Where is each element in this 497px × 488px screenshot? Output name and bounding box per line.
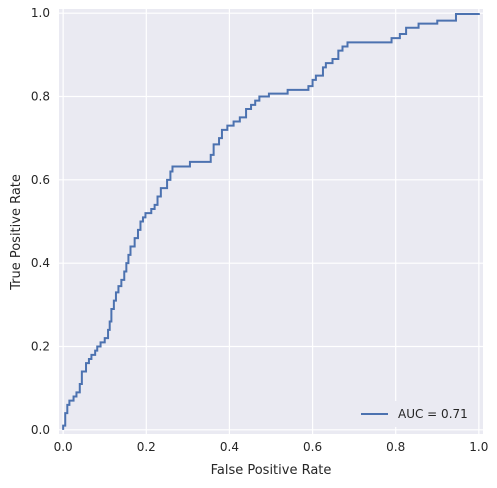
legend-label: AUC = 0.71 xyxy=(398,407,468,421)
x-tick-label: 0.6 xyxy=(303,440,322,454)
y-axis-ticks: 0.0 0.2 0.4 0.6 0.8 1.0 xyxy=(31,6,50,437)
x-tick-label: 0.8 xyxy=(386,440,405,454)
roc-curve-line xyxy=(62,13,480,430)
y-axis-label: True Positive Rate xyxy=(9,174,24,291)
y-tick-label: 0.8 xyxy=(31,90,50,104)
y-tick-label: 0.0 xyxy=(31,423,50,437)
y-tick-label: 0.2 xyxy=(31,340,50,354)
x-tick-label: 0.2 xyxy=(137,440,156,454)
x-axis-label: False Positive Rate xyxy=(211,463,332,478)
x-tick-label: 0.4 xyxy=(220,440,239,454)
x-tick-label: 0.0 xyxy=(54,440,73,454)
y-tick-label: 0.6 xyxy=(31,173,50,187)
x-axis-ticks: 0.0 0.2 0.4 0.6 0.8 1.0 xyxy=(54,440,489,454)
x-tick-label: 1.0 xyxy=(469,440,488,454)
legend-box xyxy=(353,401,475,427)
plot-background xyxy=(59,9,483,434)
y-tick-label: 1.0 xyxy=(31,6,50,20)
y-tick-label: 0.4 xyxy=(31,256,50,270)
grid-lines xyxy=(59,9,483,434)
series-group xyxy=(62,13,480,430)
legend: AUC = 0.71 xyxy=(353,401,475,427)
